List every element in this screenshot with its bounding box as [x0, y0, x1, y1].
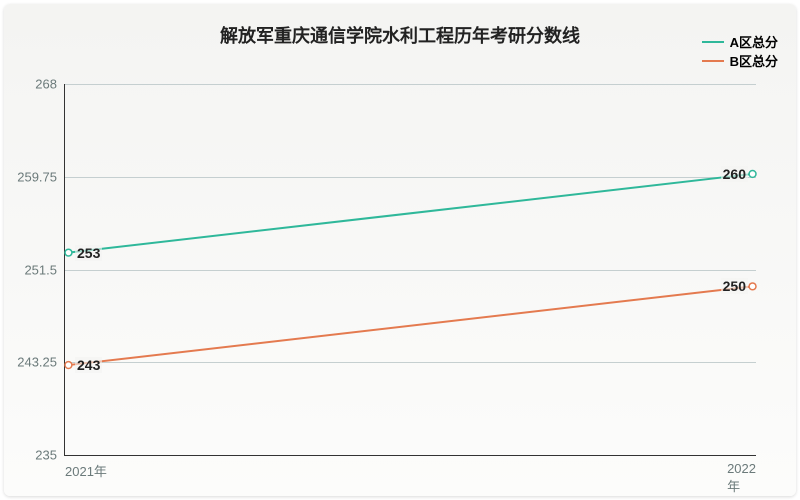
ytick-label: 235 [35, 448, 65, 463]
legend: A区总分 B区总分 [702, 32, 778, 70]
legend-item-b: B区总分 [702, 51, 778, 70]
series-line [68, 286, 752, 365]
ytick-label: 268 [35, 77, 65, 92]
series-line [68, 174, 752, 253]
data-point [65, 249, 72, 256]
ytick-label: 243.25 [17, 355, 65, 370]
legend-item-a: A区总分 [702, 32, 778, 51]
chart-inner: 解放军重庆通信学院水利工程历年考研分数线 A区总分 B区总分 235 243.25… [4, 4, 796, 496]
data-point [749, 283, 756, 290]
legend-label-b: B区总分 [730, 51, 778, 70]
value-label: 243 [75, 357, 102, 373]
ytick-label: 259.75 [17, 169, 65, 184]
xtick-label: 2021年 [65, 455, 107, 480]
plot-area: 235243.25251.5259.752682021年2022年 253260… [64, 84, 756, 456]
value-label: 260 [721, 166, 748, 182]
data-point [749, 171, 756, 178]
ytick-label: 251.5 [24, 262, 65, 277]
legend-label-a: A区总分 [730, 32, 778, 51]
chart-container: 解放军重庆通信学院水利工程历年考研分数线 A区总分 B区总分 235 243.25… [0, 0, 800, 500]
legend-swatch-a [702, 41, 724, 43]
chart-title: 解放军重庆通信学院水利工程历年考研分数线 [4, 22, 796, 48]
line-layer [65, 84, 756, 455]
value-label: 250 [721, 278, 748, 294]
legend-swatch-b [702, 60, 724, 62]
data-point [65, 362, 72, 369]
xtick-label: 2022年 [727, 455, 756, 495]
value-label: 253 [75, 245, 102, 261]
